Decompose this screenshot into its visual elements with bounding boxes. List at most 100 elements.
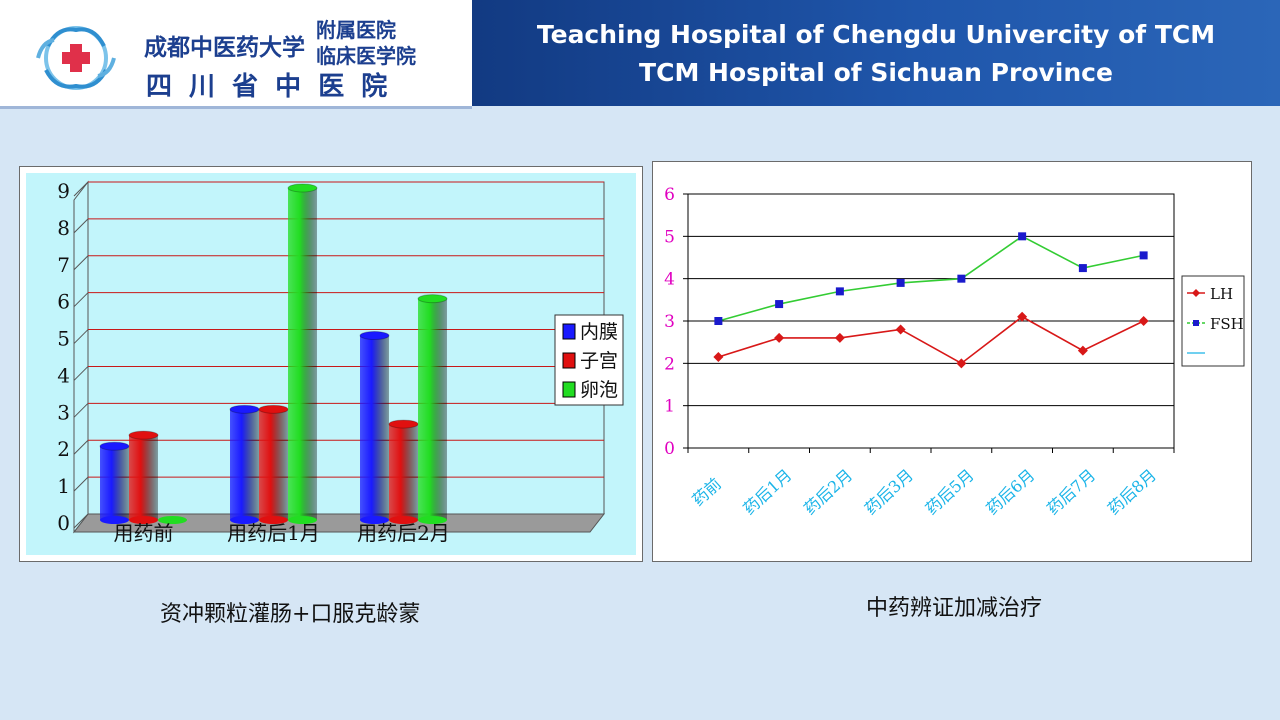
left-caption: 资冲颗粒灌肠+口服克龄蒙 [160, 602, 421, 627]
line-y-tick-label: 5 [664, 227, 675, 247]
line-y-tick-label: 3 [664, 312, 675, 332]
line-y-tick-label: 6 [664, 185, 675, 205]
line-legend-marker [1193, 320, 1199, 326]
line-x-tick-label: 药后2月 [800, 465, 856, 518]
line-x-tick-label: 药后6月 [982, 465, 1038, 518]
bar-base [288, 516, 317, 524]
line-y-tick-label: 0 [664, 439, 675, 459]
bar-base [389, 516, 418, 524]
bar-top [128, 430, 159, 440]
bar-gridline-side [73, 366, 89, 381]
line-legend-marker [1192, 289, 1200, 297]
bar-x-tick-label: 用药后2月 [357, 521, 450, 545]
bar-y-tick-label: 4 [57, 363, 70, 387]
fsh-point [957, 274, 966, 283]
bar-top [359, 331, 390, 341]
bar-legend-swatch [562, 381, 576, 398]
bar-legend-label: 卵泡 [580, 379, 618, 401]
fsh-point [1139, 251, 1148, 260]
hospital-logo-icon [36, 26, 116, 90]
lh-point [713, 351, 724, 362]
bar-top [258, 404, 289, 414]
hospital-name-line1: 成都中医药大学 [144, 34, 305, 61]
fsh-point [775, 300, 784, 309]
bar-x-tick-label: 用药后1月 [227, 521, 320, 545]
line-x-tick-label: 药后8月 [1104, 465, 1160, 518]
bar-base [418, 516, 447, 524]
line-x-tick-label: 药后1月 [739, 465, 795, 518]
lh-point [834, 332, 845, 343]
hospital-affiliation-1: 附属医院 [316, 18, 396, 42]
bar-gridline-side [73, 292, 89, 308]
bar-legend-swatch [562, 352, 576, 369]
line-legend-label: LH [1210, 285, 1233, 303]
fsh-point [714, 317, 723, 325]
bar-x-tick-label: 用药前 [114, 521, 174, 545]
line-y-tick-label: 1 [664, 397, 675, 417]
bar-top [388, 419, 419, 429]
line-legend-label: FSH [1210, 315, 1244, 333]
bar-y-tick-label: 0 [57, 511, 70, 535]
right-caption: 中药辨证加减治疗 [866, 596, 1043, 621]
lh-point [1017, 311, 1028, 322]
bar-body [100, 446, 129, 520]
bar-top [417, 294, 448, 304]
line-x-tick-label: 药后3月 [861, 465, 917, 518]
line-x-tick-label: 药前 [688, 474, 725, 510]
bar-chart-panel: 0 1 2 3 4 5 6 7 8 9 用药前 用药后1月 用药后2月 内膜 子宫 卵泡 [19, 166, 643, 562]
bar-legend-label: 子宫 [580, 350, 618, 372]
bar-top [229, 404, 260, 414]
line-series-lh [718, 315, 1144, 365]
fsh-point [1078, 264, 1087, 273]
bar-gridline-side [73, 329, 89, 344]
bar-zero-mark [158, 516, 187, 524]
line-series-fsh [718, 235, 1144, 322]
bar-y-tick-label: 1 [57, 474, 70, 498]
lh-point [1138, 316, 1149, 326]
line-x-tick-label: 药后5月 [922, 465, 978, 518]
bar-body [259, 409, 288, 520]
bar-gridline-side [73, 402, 89, 418]
bar-legend-label: 内膜 [580, 321, 618, 343]
lh-point [1077, 345, 1088, 356]
header-title-area: Teaching Hospital of Chengdu Univercity … [472, 0, 1280, 106]
bar-legend-swatch [562, 323, 576, 340]
bar-gridline-side [73, 513, 89, 529]
bar-y-tick-label: 8 [57, 216, 70, 240]
hospital-affiliation-2: 临床医学院 [316, 44, 416, 68]
bar-base [129, 516, 158, 524]
bar-top [99, 441, 130, 451]
bar-top [287, 183, 318, 193]
hospital-name-line2: 四 川 省 中 医 院 [146, 72, 392, 102]
lh-point [895, 324, 906, 335]
fsh-point [1018, 232, 1027, 241]
bar-y-tick-label: 2 [57, 437, 70, 461]
line-x-tick-label: 药后7月 [1043, 465, 1099, 518]
line-legend-box [1181, 275, 1245, 367]
header-title-line2: TCM Hospital of Sichuan Province [639, 58, 1113, 87]
bar-y-tick-label: 7 [57, 253, 70, 277]
bar-gridline-side [73, 218, 89, 234]
bar-base [360, 516, 389, 524]
header-title-line1: Teaching Hospital of Chengdu Univercity … [536, 20, 1216, 49]
line-chart-panel: 0 1 2 3 4 5 6 药前 药后1月 药后2月 药后3月 药后5月 药后6月 药后7月 药后8月 LH F… [652, 161, 1252, 562]
line-y-tick-label: 4 [664, 270, 675, 290]
bar-gridline-side [73, 439, 89, 455]
fsh-point [835, 287, 844, 296]
line-legend: LH FSH [1181, 275, 1245, 367]
line-y-tick-label: 2 [664, 354, 675, 374]
lh-point [956, 358, 967, 369]
line-chart: 0 1 2 3 4 5 6 药前 药后1月 药后2月 药后3月 药后5月 药后6月 药后7月 药后8月 LH F… [664, 185, 1245, 518]
bar-body [230, 409, 259, 520]
bar-y-tick-label: 6 [57, 290, 70, 314]
bar-base [259, 516, 288, 524]
bar-base [100, 516, 129, 524]
bar-gridline-side [73, 255, 89, 271]
bar-gridline-side [73, 476, 89, 492]
bar-gridline-side [73, 181, 89, 197]
bar-body [288, 188, 317, 520]
header-divider [0, 106, 472, 109]
bar-y-tick-label: 5 [57, 327, 70, 351]
bar-body [389, 424, 418, 520]
